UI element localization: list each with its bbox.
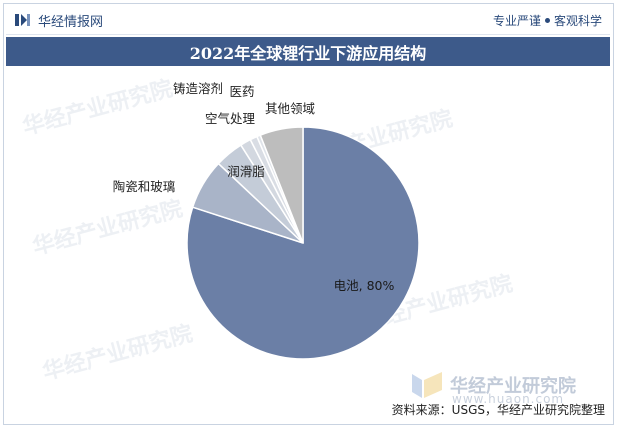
- source-note: 资料来源：USGS，华经产业研究院整理: [391, 403, 605, 417]
- slice-label-1: 电池, 80%: [334, 278, 395, 293]
- slice-label-6: 医药: [229, 84, 254, 99]
- chart-title: 2022年全球锂行业下游应用结构: [6, 37, 610, 66]
- corner-watermark-url: www.huaon.com: [452, 392, 565, 406]
- slice-label-7: 其他领域: [265, 101, 315, 116]
- corner-watermark: 华经产业研究院: [410, 370, 576, 400]
- chart-title-text: 2022年全球锂行业下游应用结构: [189, 43, 427, 63]
- corner-watermark-text: 华经产业研究院: [450, 376, 576, 397]
- brand: 华经情报网: [6, 11, 103, 30]
- tagline: 专业严谨 客观科学: [493, 12, 610, 29]
- tagline-right: 客观科学: [553, 13, 602, 28]
- slice-label-2: 陶瓷和玻璃: [113, 179, 176, 194]
- slice-label-4: 空气处理: [205, 111, 256, 126]
- tagline-left: 专业严谨: [492, 13, 541, 28]
- top-bar: 华经情报网 专业严谨 客观科学: [6, 6, 610, 35]
- pie-slice-7: [259, 126, 304, 244]
- slice-label-5: 铸造溶剂: [173, 81, 223, 96]
- corner-logo-icon: [412, 372, 442, 398]
- pie-slice-1: [186, 126, 420, 360]
- pie-slices: [186, 126, 420, 360]
- brand-name: 华经情报网: [38, 14, 104, 30]
- bullet-dot-icon: [544, 17, 550, 23]
- brand-logo-icon: [14, 12, 32, 28]
- slice-label-3: 润滑脂: [227, 164, 265, 179]
